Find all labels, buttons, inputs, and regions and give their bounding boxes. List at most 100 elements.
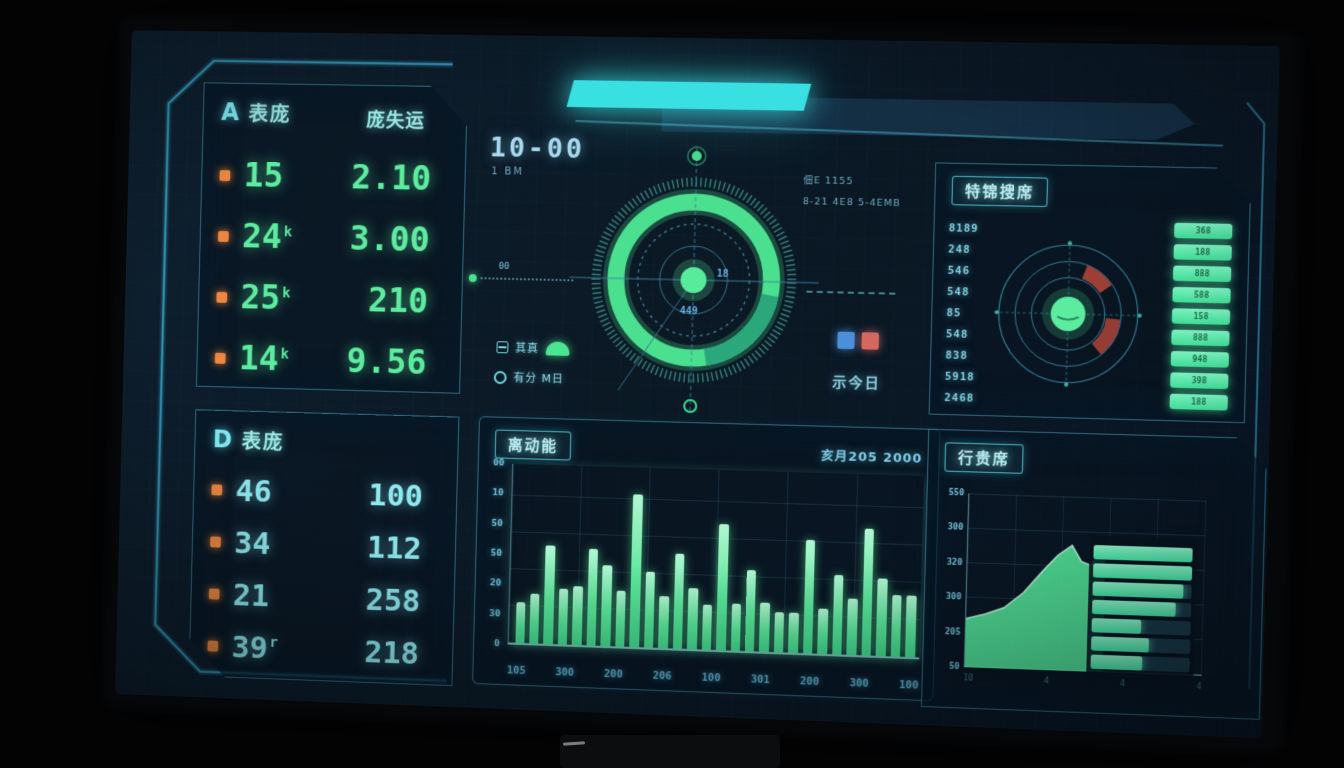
x-tick-label: 4 [1043, 676, 1049, 686]
bar [629, 494, 643, 648]
table-row: 39r 218 [203, 620, 443, 681]
row-value: 25k [240, 277, 291, 318]
radar-value-pill: 188 [1170, 394, 1228, 411]
bar [875, 577, 888, 657]
bar-chart-panel: 离动能 亥月205 2000 00 10 50 50 20 30 0 105 300 200 20… [472, 416, 941, 702]
panel-d-title: 表庞 [241, 429, 285, 455]
bar [529, 593, 540, 644]
row-bullet-icon [209, 588, 220, 599]
icon-row-1-label: 其真 [515, 341, 540, 356]
legend-label: 示今日 [832, 374, 881, 393]
bar [643, 572, 656, 648]
time-readout: 10-00 [489, 132, 586, 165]
row-value: 39r [231, 629, 279, 666]
row-bullet-icon [207, 640, 218, 651]
legend-blue-square [837, 331, 855, 350]
area-bar-fill [1092, 600, 1175, 617]
header-glow-bar [566, 80, 812, 111]
radar-value-pill: 888 [1171, 330, 1229, 347]
bar [861, 528, 875, 656]
x-tick-label: 300 [555, 666, 575, 679]
bar [730, 603, 742, 651]
row-value: 15 [243, 155, 284, 196]
panel-a: A 表庞 庞失运 15 2.10 24k 3.00 25k 210 14k 9.56 [196, 82, 468, 394]
bar [557, 588, 569, 645]
area-series [965, 494, 1208, 676]
row-value-suffix: k [280, 346, 290, 363]
y-tick-label: 50 [490, 547, 503, 559]
status-legend [837, 331, 880, 350]
area-bar-fill [1090, 655, 1142, 671]
bar-chart-note: 亥月205 2000 [820, 447, 923, 466]
panel-a-title: 表庞 [248, 101, 292, 127]
radar-right-value-pills: 368 188 888 588 158 888 948 398 188 [1169, 223, 1232, 417]
area-chart-title-badge: 行贵席 [944, 442, 1023, 474]
y-tick-label: 300 [947, 522, 964, 534]
area-bar-track [1092, 600, 1191, 618]
row-value-suffix: k [282, 285, 291, 302]
row-bullet-icon [211, 484, 222, 495]
bar [615, 590, 626, 647]
table-row: 24k 3.00 [213, 205, 454, 271]
panel-d-rows: 46 100 34 112 21 258 39r 218 [203, 464, 447, 681]
row-bullet-icon [216, 291, 227, 302]
row-bullet-icon [210, 536, 221, 547]
radar-value-pill: 888 [1173, 265, 1231, 282]
y-tick-label: 300 [945, 591, 962, 603]
x-tick-label: 200 [603, 667, 623, 681]
x-tick-label: 300 [849, 677, 869, 690]
area-bar-track [1093, 563, 1192, 580]
area-chart-panel: 行贵席 550 300 320 300 205 50 10 4 4 4 [921, 429, 1267, 720]
area-bar-fill [1093, 545, 1192, 562]
x-tick-label: 301 [750, 673, 770, 687]
area-bar-track [1093, 545, 1192, 562]
bar [600, 565, 613, 647]
x-tick-label: 200 [799, 675, 820, 688]
table-row: 46 100 [207, 464, 447, 524]
circle-status-icon [493, 370, 507, 384]
area-bar-fill [1091, 618, 1141, 634]
bar [701, 604, 713, 650]
bar [715, 524, 729, 651]
bar [817, 608, 829, 655]
table-row: 14k 9.56 [210, 327, 450, 394]
area-value-bars [1086, 536, 1197, 682]
y-tick-label: 20 [489, 577, 502, 589]
gauge-right-tick-line [806, 290, 896, 295]
row-value: 34 [233, 524, 271, 562]
row-value2: 3.00 [349, 218, 431, 261]
bar [687, 587, 699, 650]
row-bullet-icon [215, 352, 226, 363]
bar-chart-title-badge: 离动能 [494, 429, 572, 461]
row-bullet-icon [218, 230, 229, 241]
dashboard-screen: A 表庞 庞失运 15 2.10 24k 3.00 25k 210 14k 9.56 D 表庞… [115, 30, 1280, 739]
y-tick-label: 0 [493, 638, 500, 650]
row-bullet-icon [219, 170, 230, 181]
table-row: 15 2.10 [215, 144, 456, 210]
area-bar-fill [1093, 563, 1192, 580]
panel-d-letter: D [212, 425, 233, 454]
bar [802, 539, 816, 654]
radar-left-value: 248 [948, 243, 971, 257]
circular-gauge: 18 449 [566, 146, 823, 415]
radar-left-value: 548 [945, 328, 969, 341]
x-tick-label: 100 [899, 678, 919, 692]
bell-icon [545, 341, 570, 356]
row-value2: 258 [365, 581, 421, 620]
y-tick-label: 50 [491, 517, 503, 529]
bar-chart-plot [507, 463, 924, 660]
radar-panel: 特锦搜席 8189 248 546 548 85 548 838 5918 2468 368 18… [929, 162, 1252, 423]
radar-left-values: 8189 248 546 548 85 548 838 5918 2468 [944, 222, 979, 414]
panel-a-rows: 15 2.10 24k 3.00 25k 210 14k 9.56 [210, 144, 455, 394]
radar-left-value: 5918 [944, 370, 975, 384]
x-tick-label: 4 [1119, 678, 1126, 689]
icon-row-2-label: 有分 M日 [513, 371, 564, 386]
x-tick-label: 10 [963, 673, 974, 683]
row-value: 24k [241, 216, 293, 257]
radar-value-pill: 188 [1174, 244, 1232, 261]
bar [788, 612, 799, 654]
radar-left-value: 8189 [948, 222, 979, 235]
radar-panel-title-badge: 特锦搜席 [951, 176, 1048, 207]
row-value2: 210 [367, 280, 429, 322]
row-value-suffix: k [283, 224, 293, 241]
